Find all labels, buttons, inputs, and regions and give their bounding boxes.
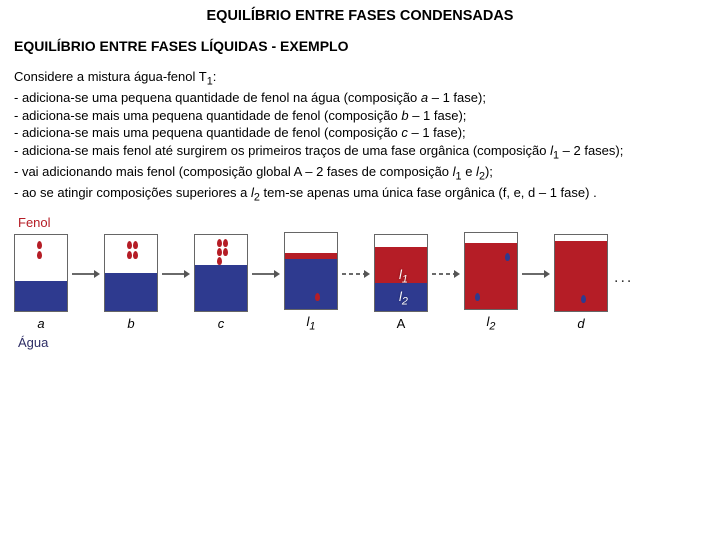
beaker-cell: l1l2A <box>374 234 428 331</box>
beaker-cell: d <box>554 234 608 331</box>
beaker-cell: c <box>194 234 248 331</box>
beaker-caption: c <box>218 316 225 331</box>
page-title: EQUILÍBRIO ENTRE FASES CONDENSADAS <box>14 8 706 24</box>
beaker-caption: A <box>397 316 406 331</box>
beaker-caption: l1 <box>307 314 316 333</box>
droplet-icon <box>217 248 222 256</box>
label-fenol: Fenol <box>18 215 706 230</box>
beaker <box>284 232 338 310</box>
droplet-icon <box>581 295 586 303</box>
arrow-icon <box>71 267 101 281</box>
beaker-cell: l2 <box>464 232 518 333</box>
beaker <box>464 232 518 310</box>
arrow-icon <box>161 267 191 281</box>
beaker-caption: b <box>127 316 134 331</box>
beaker-cell: a <box>14 234 68 331</box>
arrow-icon <box>431 267 461 281</box>
phase-label: l2 <box>399 289 408 308</box>
beaker <box>194 234 248 312</box>
droplet-icon <box>127 251 132 259</box>
ellipsis: ... <box>608 269 633 297</box>
liquid-layer <box>15 281 67 311</box>
droplet-icon <box>217 239 222 247</box>
diagram-row: abcl1l1l2Al2d... <box>14 232 706 333</box>
body-text: Considere a mistura água-fenol T1:- adic… <box>14 68 706 205</box>
arrow-icon <box>251 267 281 281</box>
beaker-caption: d <box>577 316 584 331</box>
liquid-layer <box>195 265 247 311</box>
arrow-icon <box>341 267 371 281</box>
droplet-icon <box>37 241 42 249</box>
beaker <box>14 234 68 312</box>
liquid-layer <box>285 253 337 259</box>
beaker <box>104 234 158 312</box>
section-subtitle: EQUILÍBRIO ENTRE FASES LÍQUIDAS - EXEMPL… <box>14 38 706 54</box>
liquid-layer <box>285 259 337 309</box>
beaker-cell: l1 <box>284 232 338 333</box>
droplet-icon <box>223 248 228 256</box>
droplet-icon <box>223 239 228 247</box>
beaker <box>554 234 608 312</box>
label-agua: Água <box>18 335 706 350</box>
beaker-caption: l2 <box>487 314 496 333</box>
phase-label: l1 <box>399 267 408 286</box>
droplet-icon <box>127 241 132 249</box>
diagram: Fenol abcl1l1l2Al2d... Água <box>14 215 706 350</box>
droplet-icon <box>37 251 42 259</box>
droplet-icon <box>133 251 138 259</box>
beaker-cell: b <box>104 234 158 331</box>
liquid-layer <box>105 273 157 311</box>
arrow-icon <box>521 267 551 281</box>
beaker-caption: a <box>37 316 44 331</box>
droplet-icon <box>133 241 138 249</box>
droplet-icon <box>217 257 222 265</box>
beaker: l1l2 <box>374 234 428 312</box>
